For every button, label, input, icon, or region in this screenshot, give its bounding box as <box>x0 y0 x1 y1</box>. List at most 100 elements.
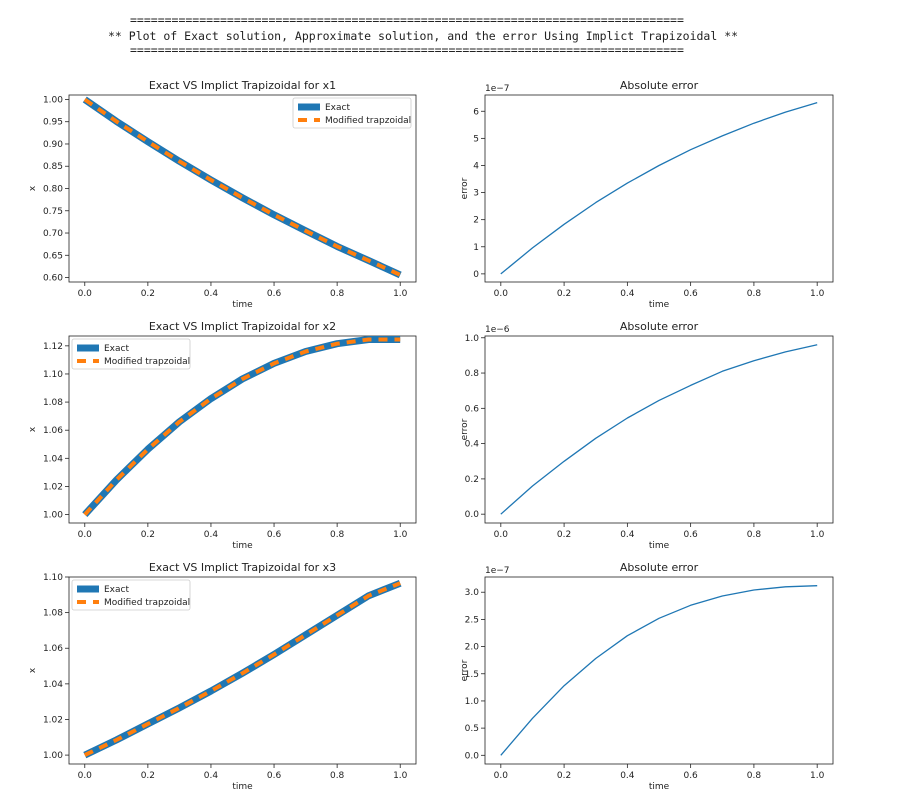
chart-panel-3: Exact VS Implict Trapizoidal for x2 0.0 0.… <box>28 320 417 551</box>
y-tick-label: 4 <box>473 161 479 171</box>
x-tick-label: 1.0 <box>810 289 825 299</box>
series-line-error <box>500 344 818 515</box>
legend: Exact Modified trapzoidal <box>71 338 191 370</box>
y-axis-label: error <box>460 418 470 440</box>
header-title: ** Plot of Exact solution, Approximate s… <box>108 29 739 43</box>
x-tick-label: 0.4 <box>620 530 635 540</box>
y-axis-label: x <box>28 667 38 673</box>
x-tick-label: 0.4 <box>204 530 219 540</box>
legend-label: Exact <box>104 344 129 354</box>
legend-box <box>292 97 412 129</box>
y-tick-label: 2.0 <box>465 643 480 653</box>
y-axis-label: x <box>28 185 38 191</box>
x-tick-label: 0.2 <box>141 771 155 781</box>
x-tick-label: 1.0 <box>393 771 408 781</box>
legend-box <box>71 338 191 370</box>
x-tick-label: 0.2 <box>141 530 155 540</box>
chart-panel-5: Exact VS Implict Trapizoidal for x3 0.0 0.… <box>28 561 417 792</box>
y-tick-label: 0 <box>473 270 479 280</box>
plot-area-frame <box>484 94 834 283</box>
y-tick-label: 1.00 <box>43 95 63 105</box>
x-tick-label: 0.0 <box>494 530 509 540</box>
legend: Exact Modified trapzoidal <box>71 579 191 611</box>
x-tick-label: 1.0 <box>393 530 408 540</box>
legend-label: Exact <box>325 103 350 113</box>
x-tick-label: 0.8 <box>330 771 345 781</box>
x-tick-label: 0.2 <box>557 289 571 299</box>
y-tick-label: 0.65 <box>43 251 63 261</box>
chart-panel-4: Absolute error 0.0 0.2 0.4 0.6 0.8 1.0 0.0 0.2 0.… <box>460 320 834 551</box>
x-tick-label: 0.6 <box>267 771 282 781</box>
y-tick-label: 0.85 <box>43 162 63 172</box>
x-tick-label: 0.4 <box>204 289 219 299</box>
y-tick-label: 0.90 <box>43 140 63 150</box>
x-tick-label: 0.4 <box>620 289 635 299</box>
y-tick-label: 0.95 <box>43 118 63 128</box>
x-tick-label: 0.6 <box>683 289 698 299</box>
y-tick-label: 0.6 <box>465 404 480 414</box>
legend-box <box>71 579 191 611</box>
x-tick-label: 0.8 <box>747 530 762 540</box>
x-axis-label: time <box>649 782 670 792</box>
x-tick-label: 0.0 <box>494 771 509 781</box>
x-axis-label: time <box>232 782 253 792</box>
y-axis-label: error <box>460 659 470 681</box>
y-tick-label: 1.12 <box>43 342 63 352</box>
plot-area-frame <box>484 335 834 524</box>
y-tick-label: 2 <box>473 216 479 226</box>
plot-area-frame <box>484 576 834 765</box>
x-tick-label: 1.0 <box>393 289 408 299</box>
y-tick-label: 0.8 <box>465 369 480 379</box>
y-axis-label: error <box>460 177 470 199</box>
legend-label: Modified trapzoidal <box>104 598 190 608</box>
x-tick-label: 0.4 <box>620 771 635 781</box>
header-rule-top: ========================================… <box>130 13 684 27</box>
y-tick-label: 0.60 <box>43 274 63 284</box>
y-tick-label: 3 <box>473 189 479 199</box>
y-tick-label: 0.75 <box>43 207 63 217</box>
series-line-modified-trapzoidal <box>83 337 401 516</box>
y-tick-label: 0.70 <box>43 229 63 239</box>
x-axis-label: time <box>649 541 670 551</box>
chart-title: Absolute error <box>620 320 699 333</box>
chart-panel-1: Exact VS Implict Trapizoidal for x1 0.0 0.… <box>28 79 417 310</box>
chart-panel-2: Absolute error 0.0 0.2 0.4 0.6 0.8 1.0 0 1 2 3 4 5 6 t… <box>460 79 834 310</box>
legend-label: Exact <box>104 585 129 595</box>
chart-title: Absolute error <box>620 79 699 92</box>
chart-title: Absolute error <box>620 561 699 574</box>
y-tick-label: 0.2 <box>465 475 479 485</box>
chart-title: Exact VS Implict Trapizoidal for x3 <box>149 561 336 574</box>
x-tick-label: 0.2 <box>557 771 571 781</box>
y-tick-label: 5 <box>473 134 479 144</box>
y-tick-label: 0.0 <box>465 510 480 520</box>
x-tick-label: 0.6 <box>683 771 698 781</box>
y-tick-label: 6 <box>473 107 479 117</box>
y-tick-label: 1.04 <box>43 680 63 690</box>
y-tick-label: 0.0 <box>465 751 480 761</box>
x-tick-label: 0.2 <box>141 289 155 299</box>
chart-title: Exact VS Implict Trapizoidal for x1 <box>149 79 336 92</box>
y-tick-label: 3.0 <box>465 588 480 598</box>
x-tick-label: 0.6 <box>267 289 282 299</box>
series-line-error <box>500 101 818 275</box>
y-scale-offset-label: 1e−7 <box>485 84 510 94</box>
y-scale-offset-label: 1e−6 <box>485 325 510 335</box>
y-tick-label: 1.0 <box>465 697 480 707</box>
x-tick-label: 1.0 <box>810 771 825 781</box>
y-tick-label: 1.0 <box>465 334 480 344</box>
series-line-modified-trapzoidal <box>83 581 401 757</box>
x-tick-label: 0.0 <box>78 289 93 299</box>
x-tick-label: 1.0 <box>810 530 825 540</box>
y-scale-offset-label: 1e−7 <box>485 566 510 576</box>
y-tick-label: 1.10 <box>43 573 63 583</box>
y-tick-label: 1.04 <box>43 454 63 464</box>
x-tick-label: 0.0 <box>78 530 93 540</box>
series-line-exact <box>82 96 402 279</box>
legend-label: Modified trapzoidal <box>104 357 190 367</box>
y-tick-label: 1.10 <box>43 370 63 380</box>
chart-panel-6: Absolute error 0.0 0.2 0.4 0.6 0.8 1.0 0.0 0.5 1.… <box>460 561 834 792</box>
y-tick-label: 1.08 <box>43 398 63 408</box>
y-tick-label: 1.02 <box>43 715 63 725</box>
legend: Exact Modified trapzoidal <box>292 97 412 129</box>
